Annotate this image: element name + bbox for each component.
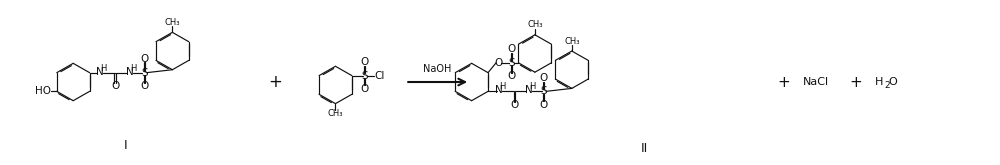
Text: +: + (778, 75, 791, 89)
Text: NaOH: NaOH (423, 64, 452, 74)
Text: S: S (362, 71, 368, 81)
Text: S: S (508, 58, 515, 68)
Text: H: H (130, 64, 136, 73)
Text: NaCl: NaCl (803, 77, 829, 87)
Text: N: N (495, 85, 503, 95)
Text: Cl: Cl (374, 71, 384, 81)
Text: CH₃: CH₃ (564, 37, 580, 46)
Text: S: S (541, 86, 547, 96)
Text: O: O (361, 57, 369, 67)
Text: +: + (850, 75, 862, 89)
Text: H: H (530, 82, 536, 91)
Text: O: O (140, 82, 149, 91)
Text: O: O (540, 73, 548, 83)
Text: O: O (540, 100, 548, 110)
Text: O: O (507, 71, 516, 81)
Text: O: O (361, 84, 369, 94)
Text: CH₃: CH₃ (165, 18, 180, 27)
Text: O: O (111, 82, 119, 91)
Text: N: N (96, 67, 103, 77)
Text: N: N (525, 85, 533, 95)
Text: O: O (140, 54, 149, 64)
Text: N: N (126, 67, 133, 77)
Text: H: H (100, 64, 107, 73)
Text: +: + (269, 73, 283, 91)
Text: CH₃: CH₃ (527, 20, 543, 30)
Text: CH₃: CH₃ (328, 109, 343, 118)
Text: II: II (641, 142, 648, 155)
Text: S: S (141, 68, 148, 78)
Text: H: H (500, 82, 506, 91)
Text: O: O (510, 100, 519, 110)
Text: I: I (124, 139, 128, 152)
Text: O: O (507, 44, 516, 54)
Text: HO: HO (35, 86, 51, 96)
Text: 2: 2 (884, 81, 890, 90)
Text: H: H (875, 77, 883, 87)
Text: O: O (889, 77, 897, 87)
Text: O: O (494, 58, 503, 68)
